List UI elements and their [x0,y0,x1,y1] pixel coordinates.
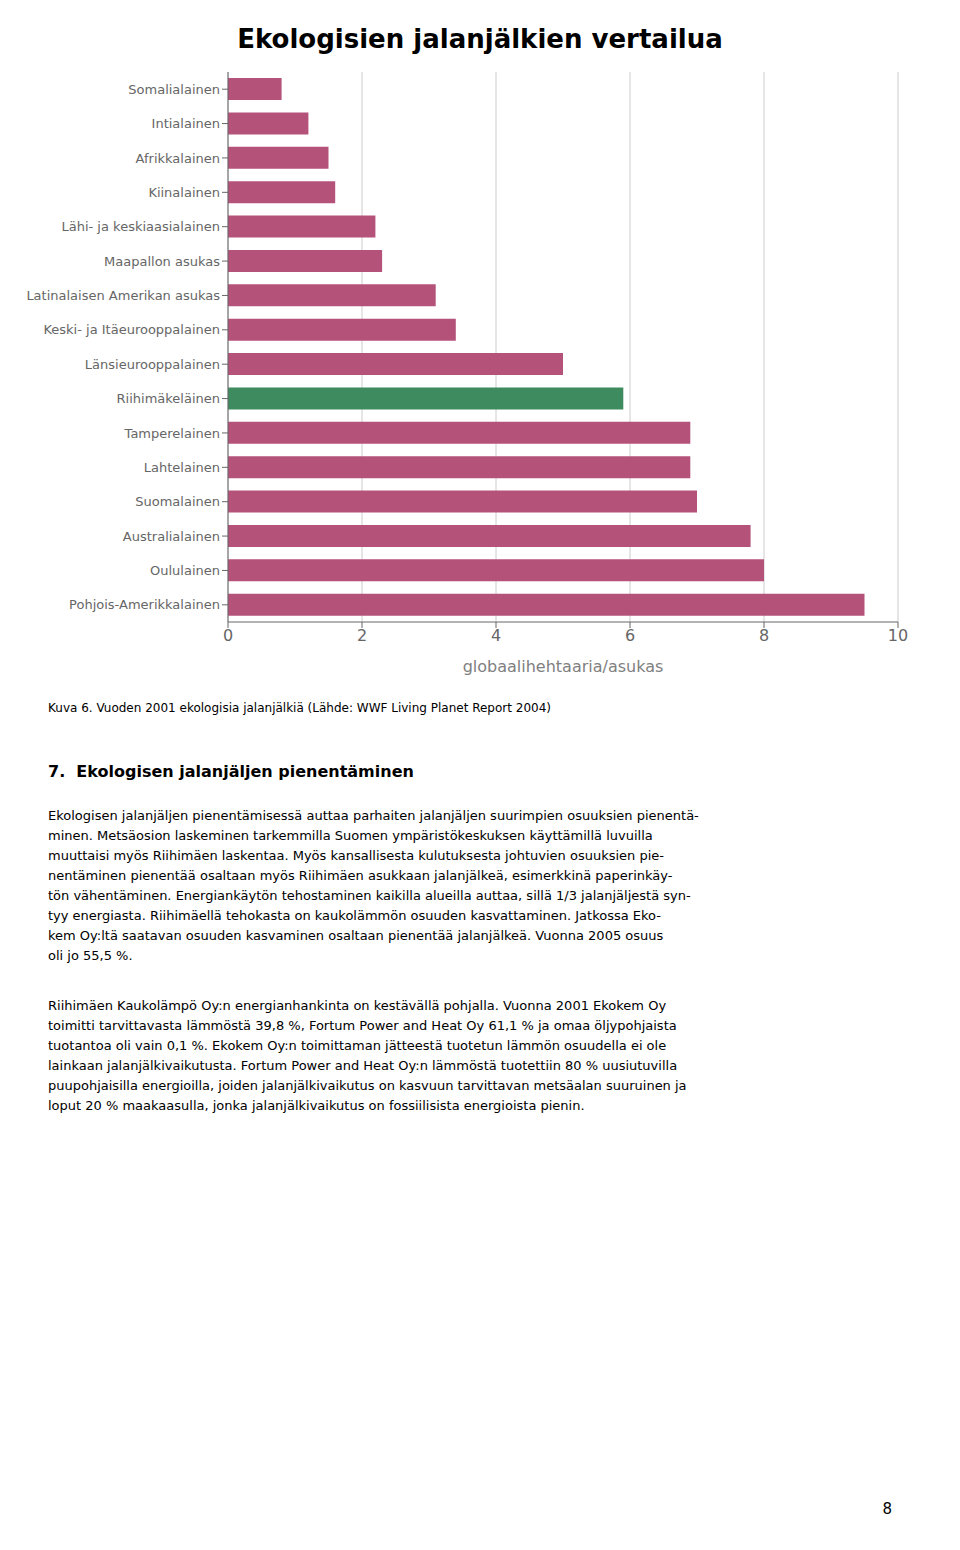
svg-text:Keski- ja Itäeurooppalainen: Keski- ja Itäeurooppalainen [43,322,220,337]
svg-text:Latinalaisen Amerikan asukas: Latinalaisen Amerikan asukas [26,288,220,303]
html-text:lainkaan jalanjälkivaikutusta.: lainkaan jalanjälkivaikutusta. Fortum Po… [48,1058,678,1073]
html-text:loput 20 % maakaasulla, jonka: loput 20 % maakaasulla, jonka jalanjälki… [48,1098,585,1113]
svg-text:Somalialainen: Somalialainen [128,82,220,97]
html-text:Kuva 6. Vuoden 2001 ekologisia: Kuva 6. Vuoden 2001 ekologisia jalanjälk… [48,701,551,715]
svg-text:Lahtelainen: Lahtelainen [144,460,220,475]
svg-text:Intialainen: Intialainen [152,116,220,131]
html-text:Ekologisen jalanjäljen pienent: Ekologisen jalanjäljen pienentämisessä a… [48,808,699,823]
svg-text:8: 8 [759,626,769,645]
svg-text:Australialainen: Australialainen [123,529,220,544]
html-text:Ekologisien jalanjälkien verta: Ekologisien jalanjälkien vertailua [237,24,723,54]
svg-text:6: 6 [625,626,635,645]
svg-text:Suomalainen: Suomalainen [135,494,220,509]
svg-text:Länsieurooppalainen: Länsieurooppalainen [85,357,220,372]
html-text:tön vähentäminen. Energiankäyt: tön vähentäminen. Energiankäytön tehosta… [48,888,691,903]
html-text:Riihimäen Kaukolämpö Oy:n ener: Riihimäen Kaukolämpö Oy:n energianhankin… [48,998,667,1013]
html-text:kem Oy:ltä saatavan osuuden ka: kem Oy:ltä saatavan osuuden kasvaminen o… [48,928,664,943]
html-text:oli jo 55,5 %.: oli jo 55,5 %. [48,948,133,963]
html-text:7. Ekologisen jalanjäljen pien: 7. Ekologisen jalanjäljen pienentäminen [48,762,414,781]
svg-text:0: 0 [223,626,233,645]
html-text:tuotantoa oli vain 0,1 %. Ekok: tuotantoa oli vain 0,1 %. Ekokem Oy:n to… [48,1038,667,1053]
html-text:nentäminen pienentää osaltaan: nentäminen pienentää osaltaan myös Riihi… [48,868,673,883]
svg-text:globaalihehtaaria/asukas: globaalihehtaaria/asukas [463,657,664,676]
svg-text:4: 4 [491,626,501,645]
svg-text:Oululainen: Oululainen [150,563,220,578]
svg-text:Kiinalainen: Kiinalainen [148,185,220,200]
svg-text:2: 2 [357,626,367,645]
html-text:8: 8 [882,1500,892,1518]
svg-text:Pohjois-Amerikkalainen: Pohjois-Amerikkalainen [69,597,220,612]
svg-text:Maapallon asukas: Maapallon asukas [104,254,220,269]
html-text:muuttaisi myös Riihimäen laske: muuttaisi myös Riihimäen laskentaa. Myös… [48,848,664,863]
svg-text:Tamperelainen: Tamperelainen [124,426,220,441]
html-text:tyy energiasta. Riihimäellä te: tyy energiasta. Riihimäellä tehokasta on… [48,908,661,923]
svg-text:Riihimäkeläinen: Riihimäkeläinen [117,391,220,406]
svg-text:Lähi- ja keskiaasialainen: Lähi- ja keskiaasialainen [61,219,220,234]
html-text:minen. Metsäosion laskeminen t: minen. Metsäosion laskeminen tarkemmilla… [48,828,653,843]
svg-text:Afrikkalainen: Afrikkalainen [136,151,220,166]
html-text:puupohjaisilla energioilla, jo: puupohjaisilla energioilla, joiden jalan… [48,1078,687,1093]
html-text:toimitti tarvittavasta lämmöst: toimitti tarvittavasta lämmöstä 39,8 %, … [48,1018,677,1033]
svg-text:10: 10 [888,626,908,645]
